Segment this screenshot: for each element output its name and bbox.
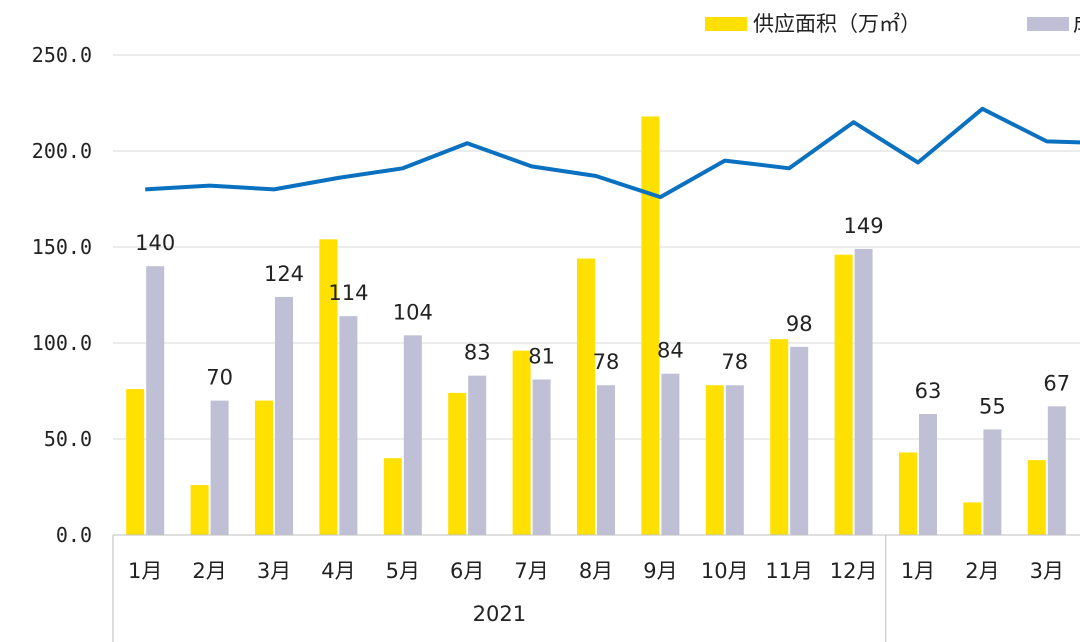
legend: 供应面积（万㎡） 成 <box>705 12 1080 36</box>
x-tick-label: 4月 <box>321 559 355 583</box>
x-axis: 1月2月3月4月5月6月7月8月9月10月11月12月1月2月3月4月2021 <box>112 534 1080 642</box>
y-tick-label: 100.0 <box>32 331 92 355</box>
x-tick-label: 12月 <box>830 559 878 583</box>
bar-supply <box>834 254 853 535</box>
x-tick-label: 6月 <box>450 559 484 583</box>
bar-deal <box>210 400 229 535</box>
x-tick-label: 1月 <box>901 559 935 583</box>
data-labels: 140 70 124 114 104 83 81 78 84 78 98 149 63 55 67 <box>135 214 1070 418</box>
data-label: 98 <box>786 312 813 336</box>
legend-swatch-supply <box>705 17 747 31</box>
data-label: 55 <box>979 394 1006 418</box>
x-tick-label: 2月 <box>965 559 999 583</box>
bar-deal <box>275 296 293 535</box>
bars <box>126 116 1066 536</box>
line-series <box>145 106 1080 200</box>
bar-supply <box>641 116 660 535</box>
x-tick-label: 5月 <box>386 559 420 583</box>
bar-supply <box>577 258 595 535</box>
legend-label-supply: 供应面积（万㎡） <box>753 12 921 36</box>
x-tick-label: 9月 <box>643 559 677 583</box>
y-tick-label: 250.0 <box>32 43 92 67</box>
data-label: 104 <box>393 300 433 324</box>
bar-supply <box>448 392 467 535</box>
bar-supply <box>319 239 338 535</box>
bar-deal <box>339 316 358 535</box>
y-tick-label: 200.0 <box>32 139 92 163</box>
bar-supply <box>190 485 209 535</box>
y-axis-ticks: 0.0 50.0 100.0 150.0 200.0 250.0 <box>32 43 92 547</box>
bar-supply <box>512 350 531 535</box>
y-tick-label: 150.0 <box>32 235 92 259</box>
data-label: 81 <box>528 344 555 368</box>
bar-deal <box>468 375 487 535</box>
y-tick-label: 0.0 <box>56 523 92 547</box>
data-label: 78 <box>721 350 748 374</box>
x-tick-label: 11月 <box>765 559 813 583</box>
bar-deal <box>403 335 422 535</box>
bar-deal <box>790 346 809 535</box>
x-tick-label: 2月 <box>192 559 226 583</box>
legend-label-deal: 成 <box>1073 12 1080 36</box>
data-label: 124 <box>264 262 304 286</box>
bar-deal <box>854 248 873 536</box>
bar-deal <box>919 414 937 535</box>
y-tick-label: 50.0 <box>44 427 92 451</box>
data-label: 83 <box>464 341 491 365</box>
bar-deal <box>1047 406 1066 535</box>
bar-deal <box>597 385 615 535</box>
bar-deal <box>983 429 1002 535</box>
data-label: 70 <box>206 366 233 390</box>
bar-supply <box>705 385 724 535</box>
bar-deal <box>661 373 680 535</box>
bar-supply <box>963 502 982 535</box>
bar-supply <box>383 458 402 535</box>
data-label: 67 <box>1043 371 1070 395</box>
data-label: 78 <box>593 350 620 374</box>
bar-supply <box>1027 460 1046 535</box>
legend-swatch-deal <box>1027 17 1069 31</box>
bar-deal <box>532 379 551 535</box>
bar-deal <box>725 385 744 535</box>
x-tick-label: 8月 <box>579 559 613 583</box>
data-label: 140 <box>135 231 175 255</box>
x-tick-label: 3月 <box>1030 559 1064 583</box>
x-tick-label: 7月 <box>514 559 548 583</box>
x-tick-label: 10月 <box>701 559 749 583</box>
x-group-label: 2021 <box>473 602 526 626</box>
bar-supply <box>255 400 273 535</box>
data-label: 84 <box>657 339 684 363</box>
x-tick-label: 3月 <box>257 559 291 583</box>
bar-supply <box>899 452 917 535</box>
bar-deal <box>146 266 165 535</box>
price-line <box>145 106 1080 200</box>
data-label: 63 <box>915 379 942 403</box>
data-label: 114 <box>328 281 368 305</box>
x-tick-label: 1月 <box>128 559 162 583</box>
data-label: 149 <box>844 214 884 238</box>
bar-supply <box>126 389 145 535</box>
bar-supply <box>770 339 789 535</box>
